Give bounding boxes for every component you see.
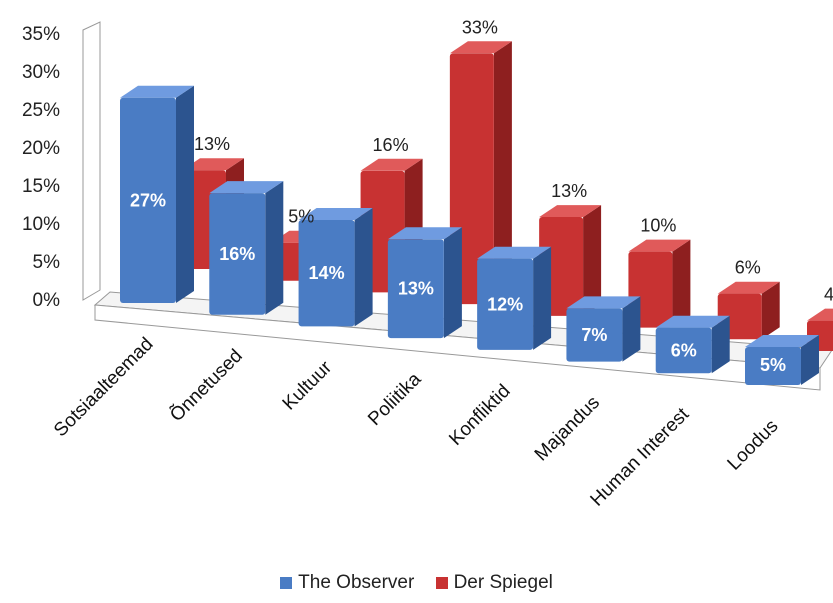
data-label-der-spiegel: 5%	[288, 207, 314, 227]
bar-the-observer-2	[298, 208, 373, 327]
data-label-der-spiegel: 16%	[373, 135, 409, 155]
y-tick-label: 35%	[22, 24, 60, 45]
category-label: Human Interest	[587, 403, 694, 510]
bar-the-observer-6	[655, 315, 730, 374]
data-label-der-spiegel: 13%	[551, 181, 587, 201]
data-label-the-observer: 6%	[671, 340, 697, 360]
data-label-the-observer: 7%	[581, 325, 607, 345]
data-label-der-spiegel: 13%	[194, 134, 230, 154]
legend-item-der-spiegel: Der Spiegel	[435, 572, 553, 594]
legend-swatch-the-observer	[280, 577, 293, 589]
data-label-the-observer: 14%	[309, 263, 345, 283]
data-label-the-observer: 27%	[130, 190, 166, 210]
legend-label-der-spiegel: Der Spiegel	[453, 572, 553, 593]
legend: The Observer Der Spiegel	[0, 572, 833, 595]
legend-swatch-der-spiegel	[435, 577, 448, 589]
data-label-der-spiegel: 4%	[824, 285, 833, 305]
bar-the-observer-0	[120, 85, 194, 303]
data-label-the-observer: 5%	[760, 355, 786, 375]
y-tick-label: 15%	[22, 176, 60, 197]
data-label-der-spiegel: 33%	[462, 17, 498, 37]
category-label: Majandus	[531, 392, 604, 465]
category-label: Poliitika	[364, 369, 425, 430]
bar-the-observer-4	[477, 246, 552, 350]
y-tick-label: 0%	[33, 290, 61, 311]
category-label: Sotsiaalteemad	[50, 334, 157, 441]
data-label-the-observer: 12%	[487, 294, 523, 314]
data-label-the-observer: 16%	[219, 244, 255, 264]
y-tick-label: 5%	[33, 252, 61, 273]
category-label: Õnnetused	[166, 345, 247, 426]
data-label-der-spiegel: 10%	[640, 216, 676, 236]
category-label: Konfliktid	[445, 381, 514, 450]
y-tick-label: 30%	[22, 62, 60, 83]
legend-item-the-observer: The Observer	[280, 572, 414, 594]
bar-the-observer-1	[209, 181, 284, 315]
bar-the-observer-5	[566, 296, 641, 362]
side-wall	[82, 21, 101, 301]
bar-the-observer-3	[387, 227, 462, 339]
y-tick-label: 25%	[22, 100, 60, 121]
category-label: Loodus	[724, 416, 783, 475]
legend-label-the-observer: The Observer	[298, 572, 415, 593]
data-label-der-spiegel: 6%	[735, 258, 761, 278]
y-tick-label: 10%	[22, 214, 60, 235]
category-label: Kultuur	[279, 357, 337, 415]
y-tick-label: 20%	[22, 138, 60, 159]
bar-the-observer-7	[745, 335, 819, 385]
chart-canvas: 0% 5% 10% 15% 20% 25% 30% 35% 27% Sotsiaalteemad 1…	[22, 17, 833, 511]
data-label-the-observer: 13%	[398, 279, 434, 299]
